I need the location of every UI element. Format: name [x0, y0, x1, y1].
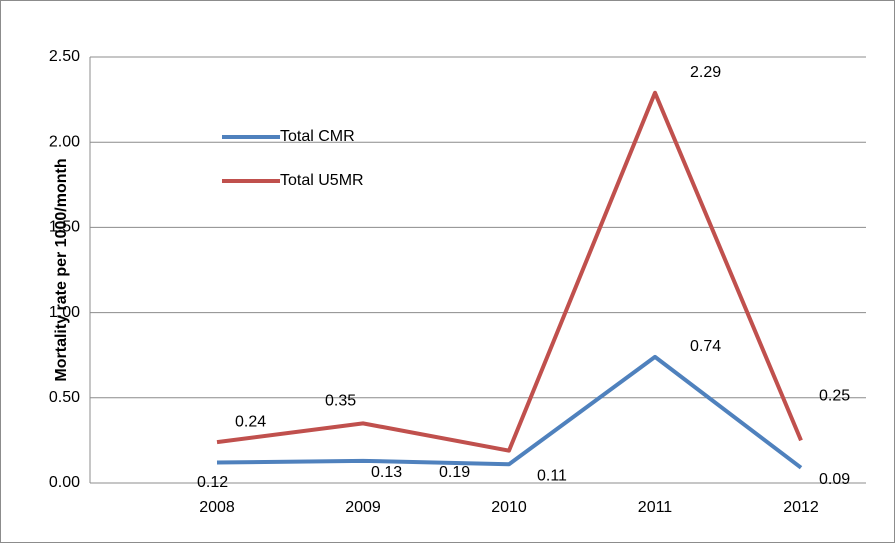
line-series — [216, 354, 803, 470]
data-label: 0.11 — [537, 467, 567, 484]
x-tick-label: 2012 — [783, 499, 819, 516]
legend-label: Total CMR — [280, 128, 355, 145]
y-tick-label: 1.00 — [49, 304, 80, 321]
data-label: 0.13 — [371, 464, 402, 481]
y-axis-label: Mortality rate per 1000/month — [53, 158, 70, 381]
y-tick-label: 1.50 — [49, 219, 80, 236]
data-label: 0.25 — [819, 388, 850, 405]
x-tick-label: 2010 — [491, 499, 527, 516]
legend-label: Total U5MR — [280, 172, 364, 189]
x-tick-label: 2009 — [345, 499, 381, 516]
data-label: 0.35 — [325, 393, 356, 410]
data-label: 0.24 — [235, 413, 266, 430]
data-label: 0.74 — [690, 338, 721, 355]
data-label: 2.29 — [690, 64, 721, 81]
y-tick-label: 2.00 — [49, 133, 80, 150]
y-tick-label: 2.50 — [49, 48, 80, 65]
data-label: 0.12 — [197, 474, 228, 491]
data-label: 0.19 — [439, 464, 470, 481]
y-tick-label: 0.00 — [49, 474, 80, 491]
x-tick-label: 2011 — [638, 499, 673, 516]
x-tick-label: 2008 — [199, 499, 235, 516]
line-series — [216, 90, 803, 453]
y-tick-label: 0.50 — [49, 389, 80, 406]
data-label: 0.09 — [819, 471, 850, 488]
